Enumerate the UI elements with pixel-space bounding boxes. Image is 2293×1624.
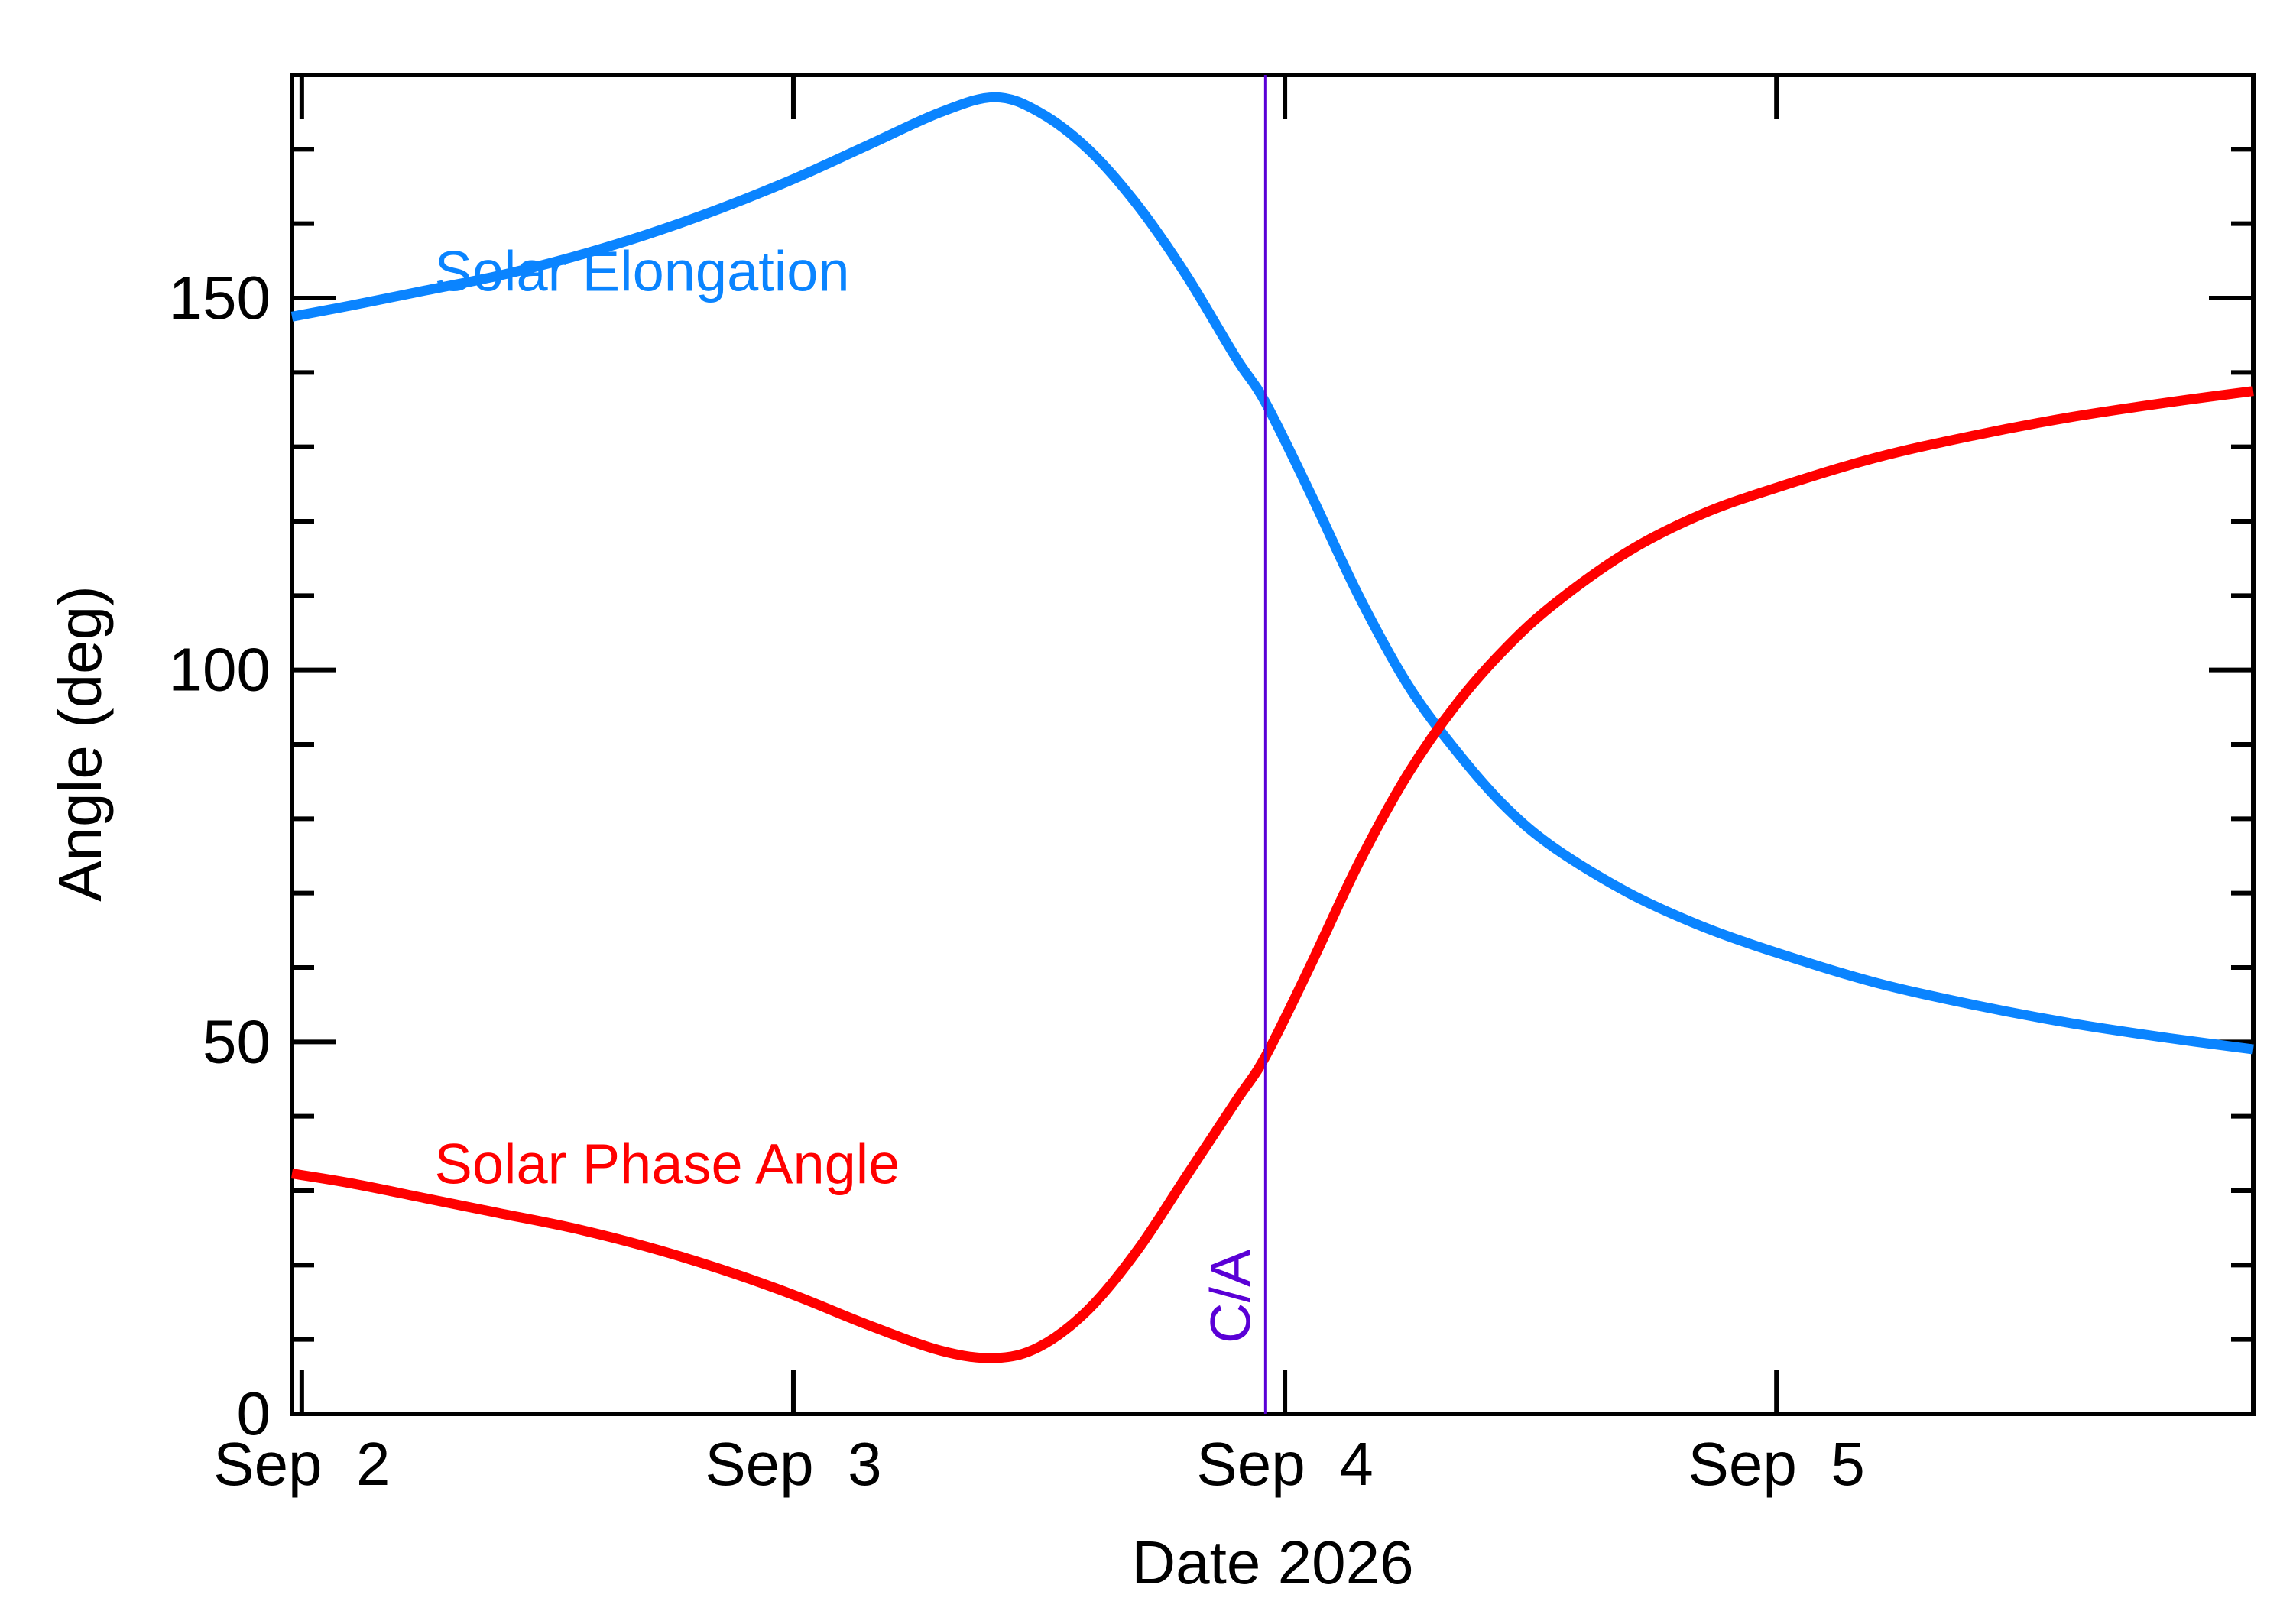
- x-tick-label: Sep 3: [705, 1430, 881, 1498]
- x-tick-label: Sep 2: [213, 1430, 390, 1498]
- axis-ticks: [292, 73, 2253, 1416]
- solar-phase-angle-line: [290, 386, 2254, 1363]
- closest-approach-marker: C/A: [1198, 75, 1267, 1414]
- solar-elongation-annotation: Solar Elongation: [435, 239, 850, 303]
- series-lines: [290, 92, 2254, 1363]
- closest-approach-label: C/A: [1198, 1249, 1262, 1344]
- y-tick-label: 100: [169, 636, 271, 704]
- y-tick-label: 150: [169, 264, 271, 332]
- solar-elongation-line: [290, 92, 2254, 1055]
- solar-phase-angle-annotation: Solar Phase Angle: [435, 1132, 900, 1195]
- y-axis-label: Angle (deg): [46, 585, 114, 902]
- x-tick-label: Sep 4: [1196, 1430, 1373, 1498]
- axis-tick-labels: 0 50 100 150 Sep 2 Sep 3 Sep 4 Sep 5: [169, 264, 1865, 1498]
- x-axis-label: Date 2026: [1131, 1528, 1413, 1596]
- series-annotations: Solar Elongation Solar Phase Angle: [435, 239, 900, 1195]
- x-tick-label: Sep 5: [1688, 1430, 1865, 1498]
- y-tick-label: 0: [237, 1379, 271, 1447]
- y-tick-label: 50: [203, 1007, 271, 1075]
